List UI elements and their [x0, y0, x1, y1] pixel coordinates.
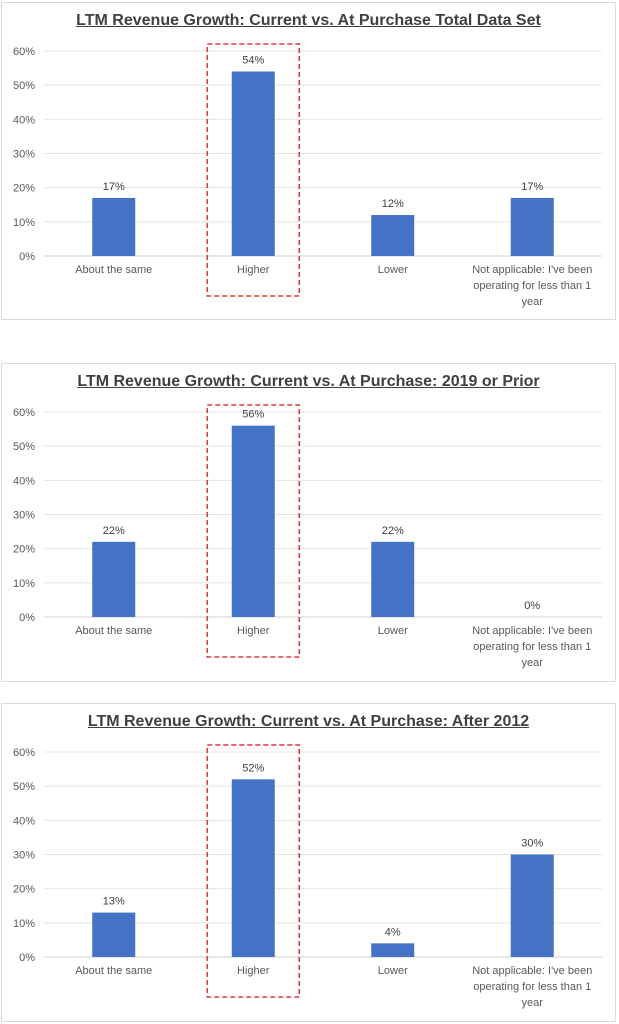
bar: [231, 779, 275, 957]
bar: [510, 197, 554, 256]
y-tick-label: 60%: [13, 46, 35, 58]
category-label: operating for less than 1: [473, 641, 591, 653]
data-label: 12%: [382, 198, 404, 210]
category-label: Not applicable: I've been: [472, 965, 592, 977]
data-label: 54%: [242, 55, 264, 67]
category-label: About the same: [75, 264, 152, 276]
data-label: 0%: [524, 600, 540, 612]
bar: [231, 425, 275, 617]
y-tick-label: 10%: [13, 918, 35, 930]
y-tick-label: 0%: [19, 612, 35, 624]
y-tick-label: 30%: [13, 850, 35, 862]
y-tick-label: 40%: [13, 114, 35, 126]
category-label: About the same: [75, 965, 152, 977]
y-tick-label: 0%: [19, 251, 35, 263]
bar: [510, 854, 554, 957]
bar-chart-svg: 0% 10% 20% 30% 40% 50% 60% 13% About the same 52%…: [13, 744, 602, 1009]
y-tick-label: 50%: [13, 80, 35, 92]
category-label: Higher: [237, 625, 270, 637]
data-label: 13%: [103, 896, 125, 908]
y-tick-label: 60%: [13, 407, 35, 419]
chart-title: LTM Revenue Growth: Current vs. At Purch…: [77, 373, 540, 390]
data-label: 4%: [385, 926, 401, 938]
category-label: operating for less than 1: [473, 280, 591, 292]
chart-panel-total: LTM Revenue Growth: Current vs. At Purch…: [1, 2, 616, 320]
highlight-box: [206, 744, 301, 998]
category-label: Higher: [237, 264, 270, 276]
chart-panel-2019-or-prior: LTM Revenue Growth: Current vs. At Purch…: [1, 363, 616, 682]
y-tick-label: 40%: [13, 475, 35, 487]
category-label: Lower: [378, 264, 408, 276]
bar: [371, 215, 415, 256]
bar: [371, 943, 415, 957]
y-tick-label: 20%: [13, 544, 35, 556]
data-label: 22%: [382, 525, 404, 537]
category-label: year: [522, 296, 544, 308]
category-label: Not applicable: I've been: [472, 264, 592, 276]
y-tick-label: 20%: [13, 884, 35, 896]
category-label: Higher: [237, 965, 270, 977]
data-label: 56%: [242, 409, 264, 421]
chart-title: LTM Revenue Growth: Current vs. At Purch…: [76, 12, 541, 29]
highlight-box: [206, 43, 301, 297]
category-label: operating for less than 1: [473, 981, 591, 993]
y-tick-label: 10%: [13, 578, 35, 590]
category-label: year: [522, 657, 544, 669]
y-tick-label: 20%: [13, 183, 35, 195]
category-label: year: [522, 997, 544, 1009]
bar-chart-svg: 0% 10% 20% 30% 40% 50% 60% 17% About the same 54%…: [13, 43, 602, 308]
bar: [231, 71, 275, 256]
y-tick-label: 10%: [13, 217, 35, 229]
bar-chart-svg: 0% 10% 20% 30% 40% 50% 60% 22% About the same 56%…: [13, 404, 602, 669]
category-label: Not applicable: I've been: [472, 625, 592, 637]
y-tick-label: 60%: [13, 747, 35, 759]
chart-title: LTM Revenue Growth: Current vs. At Purch…: [87, 713, 530, 730]
y-tick-label: 50%: [13, 441, 35, 453]
bar: [92, 912, 136, 957]
data-label: 52%: [242, 762, 264, 774]
category-label: Lower: [378, 625, 408, 637]
y-tick-label: 50%: [13, 781, 35, 793]
data-label: 30%: [521, 838, 543, 850]
chart-panel-after-2012: LTM Revenue Growth: Current vs. At Purch…: [1, 703, 616, 1022]
category-label: Lower: [378, 965, 408, 977]
bar: [92, 541, 136, 617]
bar: [371, 541, 415, 617]
highlight-box: [206, 404, 301, 658]
category-label: About the same: [75, 625, 152, 637]
y-tick-label: 30%: [13, 149, 35, 161]
y-tick-label: 30%: [13, 510, 35, 522]
data-label: 17%: [521, 181, 543, 193]
y-tick-label: 40%: [13, 815, 35, 827]
data-label: 17%: [103, 181, 125, 193]
bar: [92, 197, 136, 256]
y-tick-label: 0%: [19, 952, 35, 964]
data-label: 22%: [103, 525, 125, 537]
